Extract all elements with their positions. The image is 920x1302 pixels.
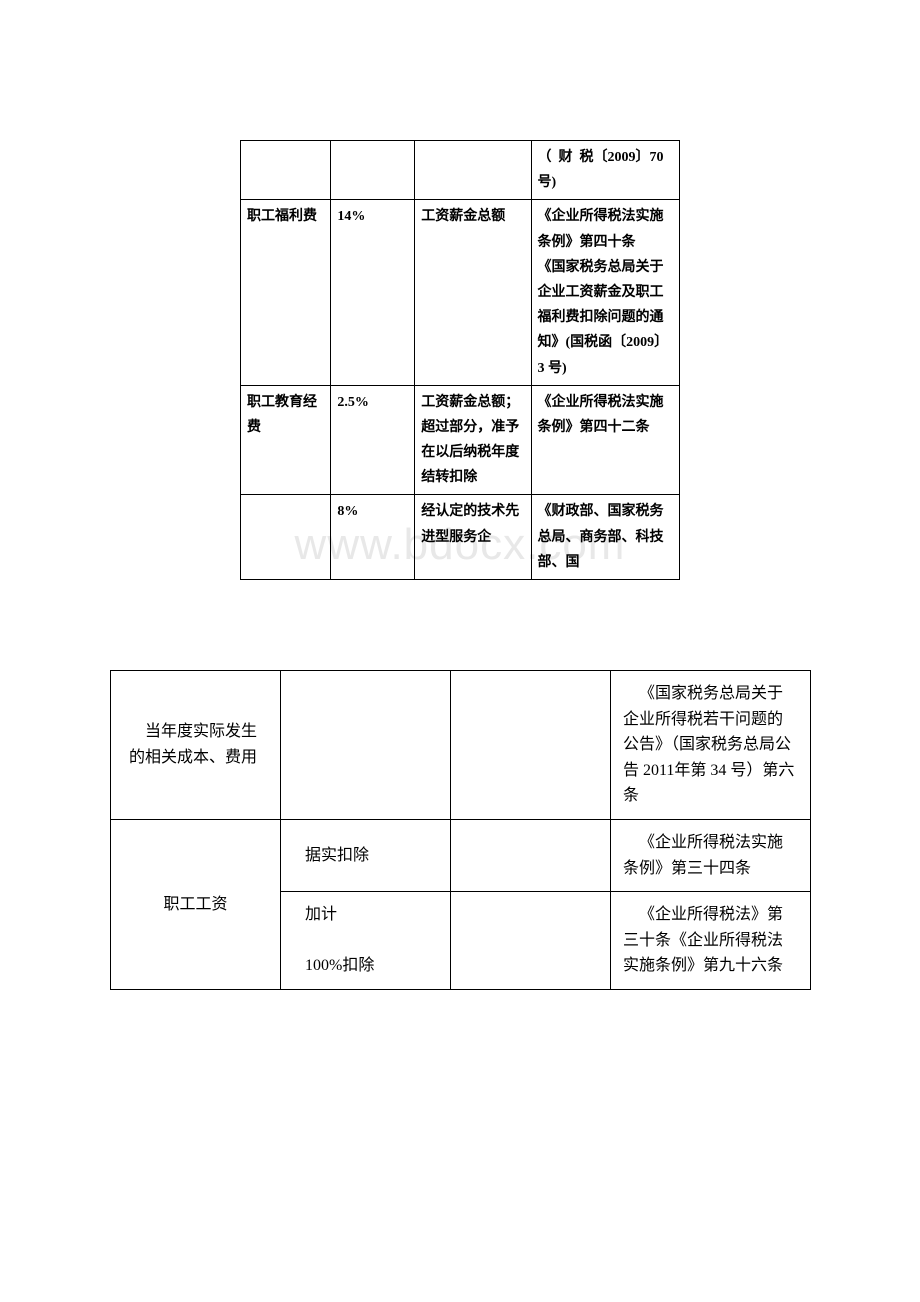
cell-base: 经认定的技术先进型服务企 (415, 495, 531, 580)
cell-rate: 8% (331, 495, 415, 580)
table-row: 当年度实际发生的相关成本、费用 《国家税务总局关于企业所得税若干问题的公告》（国… (111, 671, 811, 820)
cell-rate: 2.5% (331, 385, 415, 495)
cell-base: 工资薪金总额 (415, 200, 531, 385)
tax-deduction-table-2: 当年度实际发生的相关成本、费用 《国家税务总局关于企业所得税若干问题的公告》（国… (110, 670, 811, 990)
cell-rate: 14% (331, 200, 415, 385)
lower-table-container: 当年度实际发生的相关成本、费用 《国家税务总局关于企业所得税若干问题的公告》（国… (110, 670, 810, 990)
cell-empty (451, 819, 611, 891)
cell-method: 据实扣除 (281, 819, 451, 891)
cell-regulation: 《国家税务总局关于企业所得税若干问题的公告》（国家税务总局公告 2011年第 3… (611, 671, 811, 820)
cell-method (281, 671, 451, 820)
cell-regulation: 《企业所得税法实施条例》第四十条《国家税务总局关于企业工资薪金及职工福利费扣除问… (531, 200, 680, 385)
tax-deduction-table-1: （ 财 税〔2009〕70 号) 职工福利费 14% 工资薪金总额 《企业所得税… (240, 140, 680, 580)
cell-empty (451, 892, 611, 990)
cell-item: 当年度实际发生的相关成本、费用 (111, 671, 281, 820)
cell-base: 工资薪金总额；超过部分，准予在以后纳税年度结转扣除 (415, 385, 531, 495)
cell-base (415, 141, 531, 200)
table-row: 职工教育经费 2.5% 工资薪金总额；超过部分，准予在以后纳税年度结转扣除 《企… (241, 385, 680, 495)
cell-rate (331, 141, 415, 200)
cell-item (241, 141, 331, 200)
cell-regulation: 《财政部、国家税务总局、商务部、科技部、国 (531, 495, 680, 580)
cell-regulation: 《企业所得税法实施条例》第三十四条 (611, 819, 811, 891)
cell-regulation: （ 财 税〔2009〕70 号) (531, 141, 680, 200)
cell-item: 职工教育经费 (241, 385, 331, 495)
cell-item: 职工工资 (111, 819, 281, 989)
table-row: 8% 经认定的技术先进型服务企 《财政部、国家税务总局、商务部、科技部、国 (241, 495, 680, 580)
table-row: 职工福利费 14% 工资薪金总额 《企业所得税法实施条例》第四十条《国家税务总局… (241, 200, 680, 385)
cell-method: 加计100%扣除 (281, 892, 451, 990)
cell-empty (451, 671, 611, 820)
cell-item: 职工福利费 (241, 200, 331, 385)
cell-regulation: 《企业所得税法实施条例》第四十二条 (531, 385, 680, 495)
upper-table-container: （ 财 税〔2009〕70 号) 职工福利费 14% 工资薪金总额 《企业所得税… (240, 140, 680, 580)
cell-regulation: 《企业所得税法》第三十条《企业所得税法实施条例》第九十六条 (611, 892, 811, 990)
table-row: 职工工资 据实扣除 《企业所得税法实施条例》第三十四条 (111, 819, 811, 891)
table-row: （ 财 税〔2009〕70 号) (241, 141, 680, 200)
cell-item (241, 495, 331, 580)
